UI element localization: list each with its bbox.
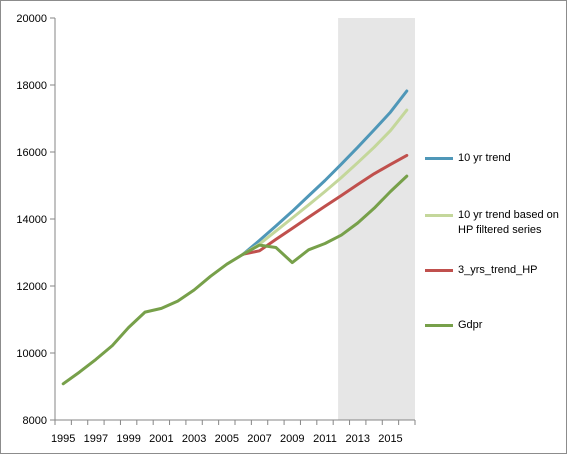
series-line-3-yrs-trend-hp (241, 153, 409, 256)
x-tick-label: 2015 (378, 433, 402, 445)
y-tick-label: 18000 (16, 80, 47, 92)
legend-item-gdpr: Gdpr (425, 318, 563, 333)
x-tick-label: 2011 (313, 433, 337, 445)
legend-label-3yrs-trend-hp: 3_yrs_trend_HP (458, 264, 538, 276)
legend-label-10yr-trend-hp: 10 yr trend based on HP filtered series (458, 209, 559, 236)
x-tick-label: 1995 (51, 433, 75, 445)
x-tick-label: 2007 (247, 433, 271, 445)
legend-item-10yr-trend-hp: 10 yr trend based on HP filtered series (425, 208, 563, 238)
legend-swatch-3yrs-trend-hp (425, 269, 453, 272)
legend-swatch-10yr-trend-hp (425, 214, 453, 217)
legend-swatch-gdpr (425, 324, 453, 327)
x-tick-label: 2009 (280, 433, 304, 445)
legend-item-3yrs-trend-hp: 3_yrs_trend_HP (425, 263, 563, 278)
legend-item-10yr-trend: 10 yr trend (425, 151, 563, 166)
x-tick-label: 2013 (345, 433, 369, 445)
x-tick-label: 2005 (215, 433, 239, 445)
y-tick-label: 10000 (16, 348, 47, 360)
legend-swatch-10yr-trend (425, 157, 453, 160)
y-tick-label: 16000 (16, 147, 47, 159)
x-tick-label: 1999 (116, 433, 140, 445)
x-tick-label: 1997 (84, 433, 108, 445)
legend-label-10yr-trend: 10 yr trend (458, 152, 511, 164)
legend: 10 yr trend 10 yr trend based on HP filt… (425, 1, 567, 455)
x-tick-label: 2003 (182, 433, 206, 445)
y-tick-label: 20000 (16, 13, 47, 25)
series-line-10-yr-trend (241, 89, 409, 256)
series-line-gdpr (61, 174, 409, 386)
forecast-shaded-region (338, 18, 415, 420)
y-tick-label: 14000 (16, 214, 47, 226)
legend-label-gdpr: Gdpr (458, 319, 483, 331)
x-tick-label: 2001 (149, 433, 173, 445)
y-tick-label: 12000 (16, 281, 47, 293)
y-tick-label: 8000 (23, 415, 47, 427)
series-line-10-yr-trend-based-on-hp-filtered-series (241, 108, 409, 256)
